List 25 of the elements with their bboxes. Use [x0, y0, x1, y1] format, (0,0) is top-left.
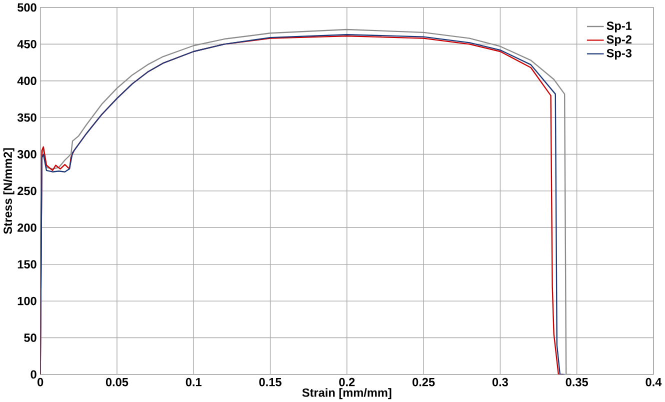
x-tick-label: 0.4: [646, 378, 662, 386]
legend-label: Sp-1: [606, 21, 632, 32]
y-tick-label: 0: [30, 370, 36, 378]
x-tick-label: 0: [38, 378, 44, 386]
x-tick-label: 0.15: [259, 378, 282, 386]
legend-label: Sp-3: [606, 48, 632, 60]
y-tick-label: 150: [18, 260, 36, 268]
legend-label: Sp-2: [606, 35, 632, 46]
y-tick-label: 500: [18, 3, 36, 12]
x-tick-label: 0.05: [106, 378, 128, 386]
y-tick-label: 100: [18, 296, 36, 305]
x-axis-title: Strain [mm/mm]: [302, 388, 392, 399]
y-tick-label: 50: [24, 333, 36, 342]
x-tick-label: 0.25: [412, 378, 435, 386]
y-tick-label: 450: [17, 40, 36, 48]
x-tick-label: 0.3: [492, 378, 508, 386]
y-axis-title: Stress [N/mm2]: [3, 148, 14, 234]
y-tick-label: 300: [17, 150, 36, 158]
x-tick-label: 0.1: [186, 378, 202, 386]
x-tick-label: 0.2: [339, 378, 355, 386]
x-tick-label: 0.35: [566, 378, 588, 386]
y-tick-label: 250: [18, 186, 36, 195]
y-tick-label: 200: [18, 223, 36, 232]
y-tick-label: 400: [17, 76, 36, 85]
y-tick-label: 350: [17, 113, 36, 122]
